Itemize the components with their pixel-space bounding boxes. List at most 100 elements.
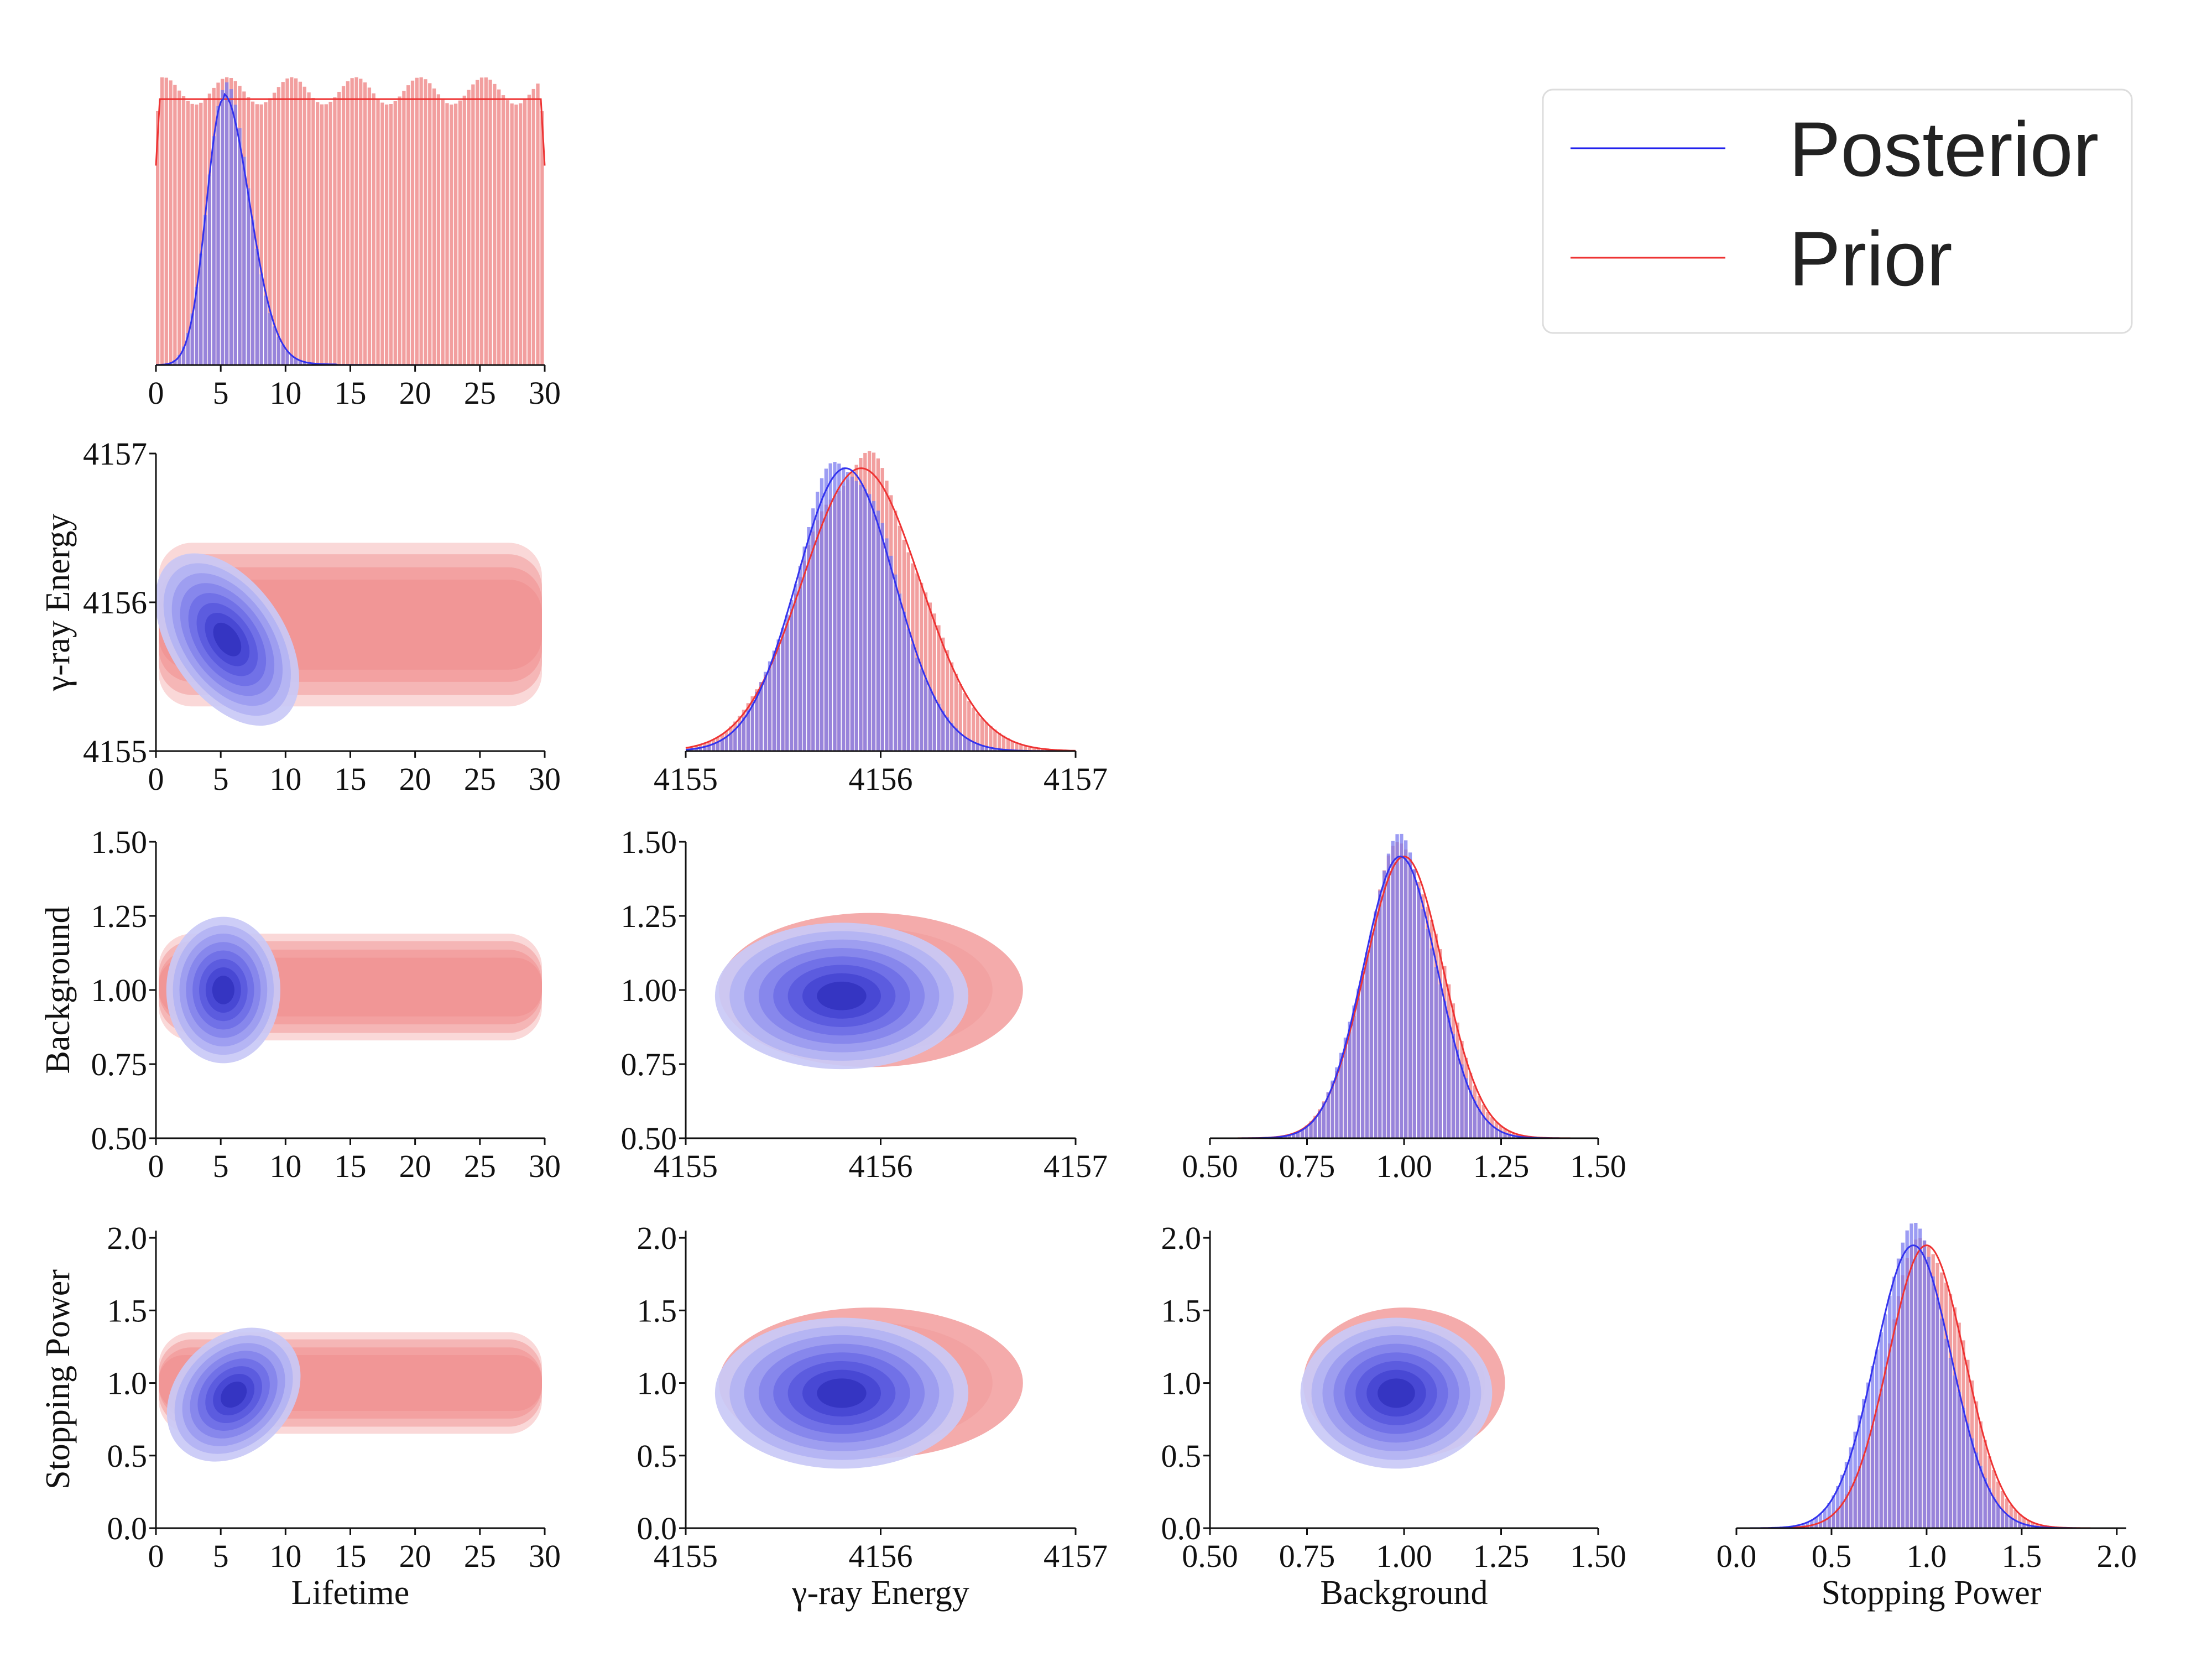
x-tick-label: 1.0 — [1907, 1538, 1947, 1574]
y-axis-title-stopping-power: Stopping Power — [39, 1269, 77, 1489]
posterior-bar — [268, 312, 272, 365]
y-tick-label: 1.5 — [107, 1293, 148, 1328]
posterior-bar — [1936, 1297, 1939, 1528]
posterior-bar — [794, 583, 798, 751]
posterior-bar — [915, 658, 919, 751]
posterior-bar — [889, 555, 893, 751]
posterior-bar — [1814, 1517, 1818, 1528]
x-tick-label: 10 — [269, 375, 301, 411]
posterior-bar — [1970, 1438, 1974, 1528]
posterior-bar — [811, 508, 815, 751]
posterior-bar — [759, 682, 763, 751]
posterior-bar — [932, 696, 936, 751]
posterior-bar — [199, 253, 203, 365]
posterior-bar — [872, 501, 876, 751]
prior-bar — [497, 89, 501, 365]
prior-bar — [1041, 749, 1045, 751]
prior-bar — [476, 80, 479, 365]
posterior-bar — [233, 105, 237, 365]
prior-bar — [276, 87, 281, 365]
posterior-bar — [1901, 1242, 1905, 1528]
posterior-bar — [2009, 1518, 2013, 1528]
posterior-bar — [1832, 1495, 1835, 1528]
y-axis-gamma-ray-energy-c0: 4155 4156 4157 — [83, 436, 157, 769]
y-tick-label: 1.50 — [91, 824, 148, 860]
y-tick-label: 4155 — [83, 733, 147, 769]
posterior-bar — [2013, 1520, 2017, 1528]
prior-bar — [272, 92, 276, 365]
prior-bar — [519, 103, 523, 365]
posterior-bar — [906, 629, 910, 751]
prior-bar — [1024, 746, 1027, 751]
x-tick-label: 30 — [529, 1148, 561, 1184]
prior-bar — [376, 98, 380, 365]
prior-bar — [505, 100, 510, 365]
posterior-bar — [1499, 1132, 1503, 1138]
posterior-bar — [212, 136, 216, 365]
y-tick-label: 1.5 — [637, 1293, 677, 1328]
posterior-bar — [1335, 1067, 1339, 1138]
prior-bar — [1006, 738, 1010, 751]
posterior-bar — [937, 704, 941, 751]
prior-bar — [268, 98, 272, 365]
posterior-bar — [307, 362, 311, 365]
pair-lifetime-vs-stopping-power — [159, 1327, 542, 1462]
prior-density-gamma-ray-energy — [685, 467, 1076, 752]
posterior-bar — [207, 174, 212, 365]
posterior-bar — [850, 476, 854, 751]
posterior-bar — [1369, 932, 1373, 1138]
y-tick-label: 4157 — [83, 436, 147, 472]
x-axis-lifetime-r1: 0 5 10 15 20 25 30 — [148, 750, 561, 797]
legend-label-posterior: Posterior — [1789, 106, 2099, 192]
prior-bar — [156, 111, 160, 365]
posterior-bar — [703, 746, 707, 751]
posterior-bar — [954, 728, 958, 751]
posterior-contour-level — [817, 1378, 867, 1408]
posterior-bar — [181, 346, 186, 365]
x-tick-label: 20 — [399, 1538, 431, 1574]
prior-bar — [190, 103, 194, 365]
posterior-bar — [1287, 1135, 1291, 1138]
posterior-bar — [1486, 1122, 1490, 1138]
posterior-bar — [768, 661, 772, 751]
prior-bar — [424, 79, 427, 366]
prior-bar — [398, 96, 401, 366]
x-axis-lifetime-r2: 0 5 10 15 20 25 30 — [148, 1137, 561, 1184]
posterior-bar — [1374, 911, 1378, 1138]
x-tick-label: 15 — [335, 1538, 367, 1574]
posterior-bar — [255, 248, 259, 365]
posterior-bar — [1322, 1102, 1326, 1138]
prior-bar — [302, 86, 306, 365]
y-tick-label: 1.50 — [621, 824, 677, 860]
y-tick-label: 2.0 — [1161, 1220, 1202, 1256]
prior-bar — [298, 81, 302, 366]
x-tick-label: 0 — [148, 1148, 164, 1184]
x-tick-label: 30 — [529, 1538, 561, 1574]
posterior-bar — [863, 489, 867, 751]
posterior-bar — [846, 472, 850, 751]
prior-bar — [975, 713, 980, 751]
prior-bar — [1045, 749, 1049, 751]
prior-bar — [450, 105, 453, 366]
posterior-bar — [928, 688, 932, 751]
posterior-bar — [880, 523, 884, 751]
posterior-bar — [833, 462, 837, 751]
prior-bar — [536, 84, 540, 365]
prior-bar — [307, 92, 311, 365]
x-tick-label: 0.0 — [1717, 1538, 1757, 1574]
prior-bar — [2026, 1520, 2031, 1528]
posterior-bar — [1940, 1319, 1944, 1528]
posterior-bar — [1430, 948, 1434, 1138]
prior-bar — [393, 101, 397, 365]
posterior-bar — [298, 360, 302, 365]
posterior-bar — [842, 467, 846, 751]
prior-bar — [2013, 1509, 2017, 1528]
x-tick-label: 1.50 — [1570, 1148, 1626, 1184]
prior-bar — [380, 102, 384, 365]
posterior-bar — [276, 337, 281, 365]
x-tick-label: 4155 — [654, 1538, 718, 1574]
prior-bar — [984, 722, 988, 751]
prior-bar — [928, 602, 932, 751]
diag-stopping-power — [1736, 1223, 2126, 1529]
